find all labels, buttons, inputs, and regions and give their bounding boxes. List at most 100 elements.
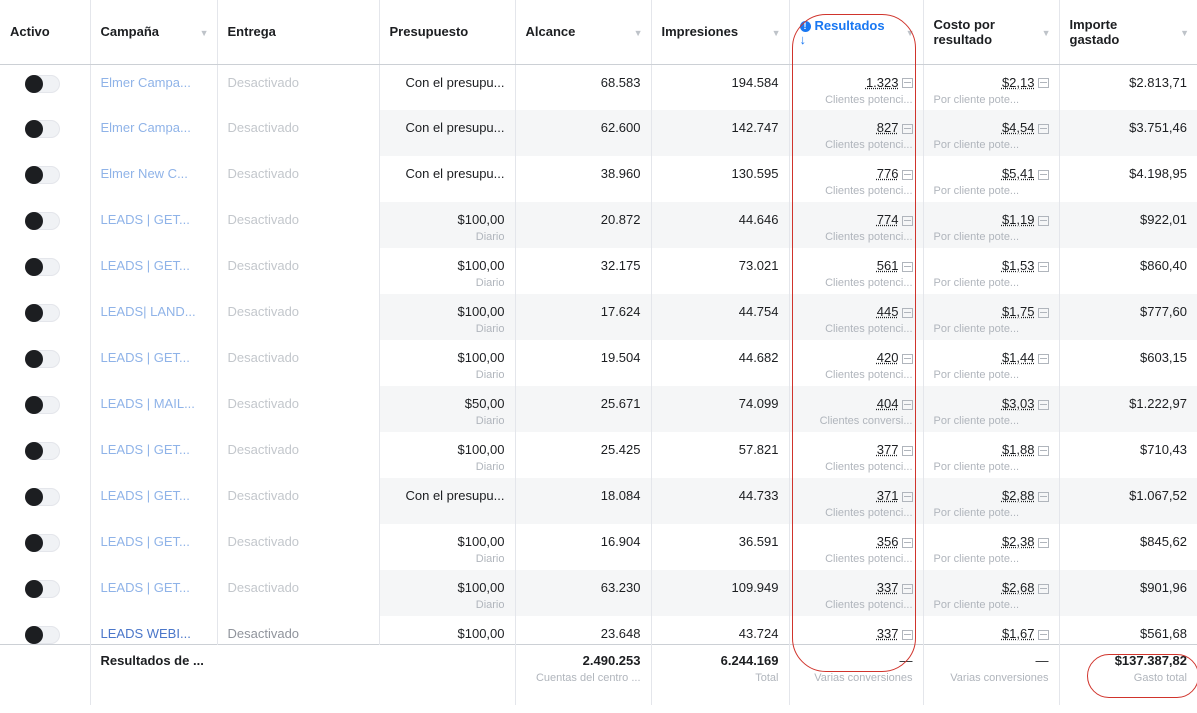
table-row[interactable]: LEADS WEBI... Desactivado $100,00 23.648 43.… (0, 616, 1197, 645)
results-value[interactable]: 337 (876, 580, 899, 595)
campaign-name-link[interactable]: LEADS | GET... (100, 258, 190, 273)
chart-icon[interactable] (1037, 353, 1049, 364)
active-toggle[interactable] (25, 166, 60, 184)
cost-value[interactable]: $1,75 (1001, 304, 1035, 319)
table-row[interactable]: LEADS| LAND... Desactivado $100,00 Diario 17… (0, 294, 1197, 340)
cost-value[interactable]: $2,88 (1001, 488, 1035, 503)
chart-icon[interactable] (901, 399, 913, 410)
column-header-campana[interactable]: Campaña ▼ (90, 0, 218, 65)
info-icon[interactable]: ! (799, 20, 811, 32)
table-row[interactable]: LEADS | GET... Desactivado $100,00 Diario 63… (0, 570, 1197, 616)
chart-icon[interactable] (1037, 78, 1049, 89)
column-header-costo-por-resultado[interactable]: Costo por resultado ▼ (923, 0, 1060, 65)
campaign-name-link[interactable]: Elmer New C... (100, 166, 188, 181)
column-header-importe-gastado[interactable]: Importe gastado ▼ (1059, 0, 1197, 65)
results-value[interactable]: 774 (876, 212, 899, 227)
table-row[interactable]: LEADS | GET... Desactivado $100,00 Diario 16… (0, 524, 1197, 570)
chart-icon[interactable] (1037, 261, 1049, 272)
cost-value[interactable]: $1,88 (1001, 442, 1035, 457)
sort-caret-icon[interactable]: ▼ (771, 28, 781, 38)
cost-value[interactable]: $1,67 (1001, 626, 1035, 641)
results-value[interactable]: 827 (876, 120, 899, 135)
campaign-name-link[interactable]: LEADS | MAIL... (100, 396, 195, 411)
active-toggle[interactable] (25, 442, 60, 460)
chart-icon[interactable] (1037, 169, 1049, 180)
cost-value[interactable]: $1,44 (1001, 350, 1035, 365)
chart-icon[interactable] (901, 307, 913, 318)
active-toggle[interactable] (25, 258, 60, 276)
active-toggle[interactable] (25, 304, 60, 322)
cost-value[interactable]: $2,38 (1001, 534, 1035, 549)
active-toggle[interactable] (25, 74, 60, 93)
column-header-resultados[interactable]: ! Resultados ↓ ▼ (789, 0, 924, 65)
campaign-name-link[interactable]: LEADS| LAND... (100, 304, 196, 319)
results-value[interactable]: 404 (876, 396, 899, 411)
table-row[interactable]: LEADS | GET... Desactivado $100,00 Diario 19… (0, 340, 1197, 386)
table-row[interactable]: Elmer Campa... Desactivado Con el presupu.… (0, 110, 1197, 156)
chart-icon[interactable] (901, 261, 913, 272)
sort-caret-icon[interactable]: ▼ (905, 28, 915, 38)
chart-icon[interactable] (901, 78, 913, 89)
column-header-alcance[interactable]: Alcance ▼ (515, 0, 652, 65)
cost-value[interactable]: $2,68 (1001, 580, 1035, 595)
campaign-name-link[interactable]: Elmer Campa... (100, 74, 191, 90)
chart-icon[interactable] (901, 353, 913, 364)
table-row[interactable]: LEADS | MAIL... Desactivado $50,00 Diario 25… (0, 386, 1197, 432)
chart-icon[interactable] (1037, 123, 1049, 134)
campaign-name-link[interactable]: LEADS | GET... (100, 350, 190, 365)
results-value[interactable]: 1.323 (865, 74, 899, 90)
chart-icon[interactable] (901, 629, 913, 640)
campaign-name-link[interactable]: Elmer Campa... (100, 120, 191, 135)
campaign-name-link[interactable]: LEADS | GET... (100, 488, 190, 503)
cost-value[interactable]: $5,41 (1001, 166, 1035, 181)
sort-caret-icon[interactable]: ▼ (1180, 28, 1189, 38)
sort-caret-icon[interactable]: ▼ (1041, 28, 1051, 38)
sort-caret-icon[interactable]: ▼ (199, 28, 209, 38)
cost-value[interactable]: $1,53 (1001, 258, 1035, 273)
chart-icon[interactable] (1037, 215, 1049, 226)
table-row[interactable]: Elmer New C... Desactivado Con el presupu.… (0, 156, 1197, 202)
chart-icon[interactable] (901, 445, 913, 456)
cost-value[interactable]: $2,13 (1001, 74, 1035, 90)
active-toggle[interactable] (25, 350, 60, 368)
active-toggle[interactable] (25, 488, 60, 506)
column-header-impresiones[interactable]: Impresiones ▼ (651, 0, 790, 65)
chart-icon[interactable] (1037, 491, 1049, 502)
active-toggle[interactable] (25, 534, 60, 552)
chart-icon[interactable] (1037, 399, 1049, 410)
results-value[interactable]: 776 (876, 166, 899, 181)
campaign-name-link[interactable]: LEADS | GET... (100, 212, 190, 227)
chart-icon[interactable] (901, 491, 913, 502)
chart-icon[interactable] (901, 123, 913, 134)
active-toggle[interactable] (25, 580, 60, 598)
results-value[interactable]: 371 (876, 488, 899, 503)
results-value[interactable]: 377 (876, 442, 899, 457)
results-value[interactable]: 445 (876, 304, 899, 319)
results-value[interactable]: 561 (876, 258, 899, 273)
column-header-presupuesto[interactable]: Presupuesto (379, 0, 516, 65)
chart-icon[interactable] (901, 583, 913, 594)
chart-icon[interactable] (901, 537, 913, 548)
active-toggle[interactable] (25, 120, 60, 138)
active-toggle[interactable] (25, 626, 60, 644)
table-row[interactable]: LEADS | GET... Desactivado Con el presupu.… (0, 478, 1197, 524)
column-header-activo[interactable]: Activo (0, 0, 91, 65)
column-header-entrega[interactable]: Entrega (217, 0, 380, 65)
table-row[interactable]: LEADS | GET... Desactivado $100,00 Diario 25… (0, 432, 1197, 478)
table-row[interactable]: LEADS | GET... Desactivado $100,00 Diario 20… (0, 202, 1197, 248)
cost-value[interactable]: $4,54 (1001, 120, 1035, 135)
campaign-name-link[interactable]: LEADS WEBI... (100, 626, 191, 641)
sort-caret-icon[interactable]: ▼ (633, 28, 643, 38)
chart-icon[interactable] (1037, 445, 1049, 456)
table-row[interactable]: LEADS | GET... Desactivado $100,00 Diario 32… (0, 248, 1197, 294)
cost-value[interactable]: $1,19 (1001, 212, 1035, 227)
chart-icon[interactable] (1037, 307, 1049, 318)
results-value[interactable]: 420 (876, 350, 899, 365)
chart-icon[interactable] (901, 169, 913, 180)
cost-value[interactable]: $3,03 (1001, 396, 1035, 411)
table-row[interactable]: Elmer Campa... Desactivado Con el presupu.… (0, 64, 1197, 110)
results-value[interactable]: 356 (876, 534, 899, 549)
campaign-name-link[interactable]: LEADS | GET... (100, 442, 190, 457)
chart-icon[interactable] (1037, 629, 1049, 640)
chart-icon[interactable] (1037, 537, 1049, 548)
